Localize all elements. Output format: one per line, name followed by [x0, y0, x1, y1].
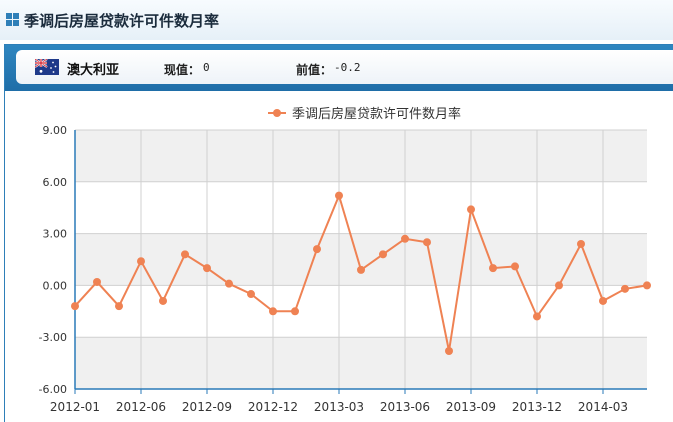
data-point: [555, 281, 563, 290]
y-tick-label: 6.00: [43, 176, 68, 189]
data-point: [643, 281, 651, 290]
plot-band: [75, 130, 647, 182]
data-point: [445, 347, 453, 356]
data-point: [401, 234, 409, 243]
y-tick-label: 0.00: [43, 279, 68, 292]
y-tick-label: -6.00: [39, 383, 67, 396]
data-point: [423, 238, 431, 247]
title-bar: 季调后房屋贷款许可件数月率: [0, 0, 673, 40]
current-value: 0: [203, 61, 210, 74]
legend-marker: [273, 109, 281, 117]
x-tick-label: 2013-12: [512, 400, 562, 414]
previous-value: -0.2: [334, 61, 361, 74]
data-point: [621, 284, 629, 293]
data-point: [291, 307, 299, 316]
data-point: [357, 265, 365, 274]
data-point: [599, 296, 607, 305]
data-point: [313, 245, 321, 254]
page-title: 季调后房屋贷款许可件数月率: [24, 12, 220, 30]
x-tick-label: 2012-06: [116, 400, 166, 414]
legend-label: 季调后房屋贷款许可件数月率: [292, 106, 461, 122]
x-tick-label: 2012-01: [50, 400, 100, 414]
x-tick-label: 2013-09: [446, 400, 496, 414]
australia-flag-icon: [35, 59, 59, 75]
y-tick-label: 3.00: [43, 228, 68, 241]
grid-icon: [6, 13, 19, 26]
y-tick-label: 9.00: [43, 124, 68, 137]
data-point: [577, 239, 585, 248]
country-name: 澳大利亚: [67, 63, 120, 78]
data-point: [335, 191, 343, 200]
x-tick-label: 2012-09: [182, 400, 232, 414]
plot-band: [75, 233, 647, 286]
data-point: [225, 279, 233, 288]
data-point: [93, 277, 101, 286]
data-point: [71, 302, 79, 311]
x-tick-label: 2014-03: [578, 400, 628, 414]
data-point: [203, 264, 211, 273]
current-label: 现值：: [164, 63, 201, 77]
info-bar: 澳大利亚 现值： 0 前值： -0.2: [5, 45, 673, 91]
data-point: [533, 312, 541, 321]
data-point: [247, 290, 255, 299]
x-tick-label: 2012-12: [248, 400, 298, 414]
data-point: [511, 262, 519, 271]
previous-label: 前值：: [296, 63, 333, 77]
x-tick-label: 2013-06: [380, 400, 430, 414]
y-tick-label: -3.00: [39, 331, 67, 344]
plot-band: [75, 337, 647, 389]
data-point: [115, 302, 123, 311]
data-point: [137, 257, 145, 266]
info-inner: 澳大利亚 现值： 0 前值： -0.2: [16, 50, 673, 84]
data-point: [181, 250, 189, 259]
x-tick-label: 2013-03: [314, 400, 364, 414]
data-point: [467, 205, 475, 214]
data-point: [489, 264, 497, 273]
data-point: [159, 296, 167, 305]
data-point: [379, 250, 387, 259]
data-point: [269, 307, 277, 316]
